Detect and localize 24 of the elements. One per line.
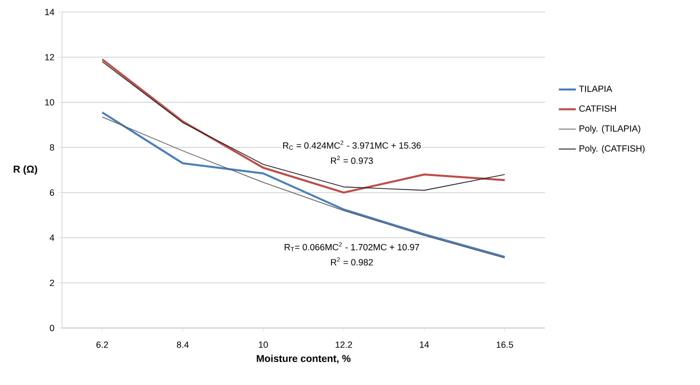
y-tick-label: 12 xyxy=(45,54,54,60)
y-tick-label: 4 xyxy=(50,234,54,241)
y-axis-title: R (Ω) xyxy=(14,165,38,175)
legend-label: CATFISH xyxy=(579,105,616,112)
y-tick-label: 8 xyxy=(50,144,54,151)
x-tick-label: 6.2 xyxy=(96,342,108,348)
annotation: R$^{2}$ = 0.982 xyxy=(331,257,373,266)
x-tick-label: 14 xyxy=(420,342,429,348)
annotation: R$^{2}$ = 0.973 xyxy=(331,156,373,164)
x-tick-label: 16.5 xyxy=(496,342,514,348)
x-tick-label: 8.4 xyxy=(176,342,189,348)
y-tick-label: 0 xyxy=(50,324,54,332)
legend-label: Poly. (TILAPIA) xyxy=(580,125,640,134)
y-tick-label: 2 xyxy=(50,280,54,286)
annotation: R$_{C}$ = 0.424MC$^{2}$ - 3.971MC + 15.36 xyxy=(283,140,421,150)
y-tick-label: 6 xyxy=(50,189,54,196)
legend-label: Poly. (CATFISH) xyxy=(580,145,645,154)
y-tick-label: 14 xyxy=(45,8,54,16)
x-axis-title: Moisture content, % xyxy=(256,354,351,364)
y-tick-label: 10 xyxy=(45,99,54,106)
x-tick-label: 12.2 xyxy=(336,342,352,348)
x-tick-label: 10 xyxy=(258,342,268,348)
legend-label: TILAPIA xyxy=(579,86,612,92)
annotation: R$_{T}$= 0.066MC$^{2}$ - 1.702MC + 10.97 xyxy=(284,242,420,252)
